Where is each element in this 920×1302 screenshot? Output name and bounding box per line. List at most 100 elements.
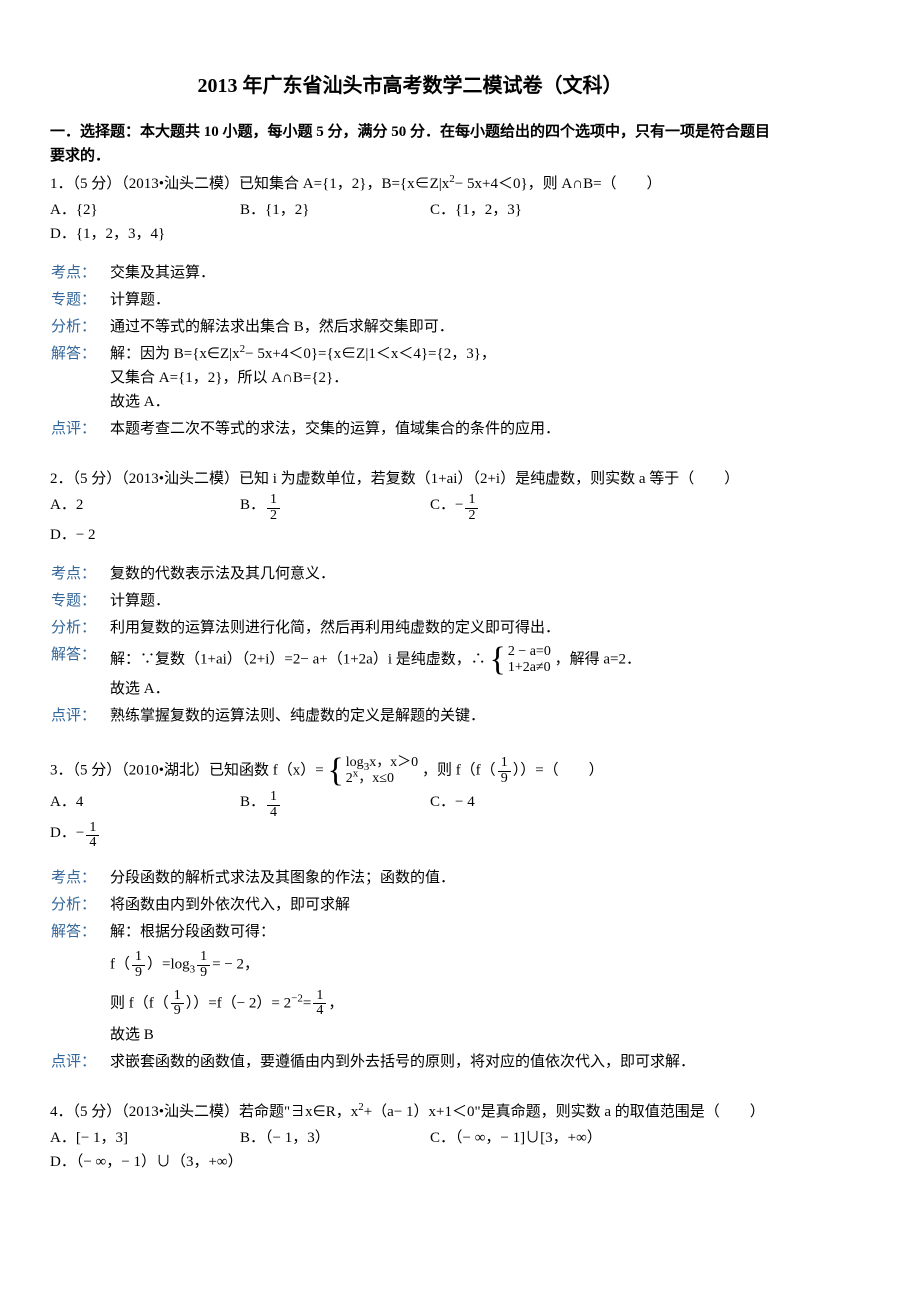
q2-jd1: 解：∵复数（1+ai）（2+i）=2− a+（1+2a）i 是纯虚数，∴ {2 … <box>110 643 641 677</box>
table-row: 专题：计算题． <box>50 588 642 615</box>
q1-jd-l: 解答： <box>50 341 109 416</box>
q3-optB-den: 4 <box>267 806 280 821</box>
q3-jd3-sup: −2 <box>291 992 303 1004</box>
q3-stem-fr-num: 1 <box>498 756 511 772</box>
q3-optD-frac: 14 <box>84 821 101 851</box>
q1-optC-text: C．{1，2，3} <box>430 198 522 222</box>
brace-icon: { <box>489 643 505 677</box>
q3-jd3-mid1: ））=f（− 2）= 2 <box>186 995 291 1011</box>
q2-dp: 熟练掌握复数的运算法则、纯虚数的定义是解题的关键． <box>109 703 642 730</box>
q3-jd3-pre: 则 f（f（ <box>110 995 169 1011</box>
q4-stem: 4．（5 分）（2013•汕头二模）若命题"∃x∈R，x2+（a− 1）x+1＜… <box>50 1100 770 1124</box>
q3-jd3-fr2: 14 <box>311 989 328 1019</box>
q3-stem-pre: 3．（5 分）（2010•湖北）已知函数 f（x）= <box>50 763 324 779</box>
q2-optA-text: A．2 <box>50 493 83 517</box>
q3-jd2-fr2-den: 9 <box>197 966 210 981</box>
q3-optB-num: 1 <box>267 790 280 806</box>
q4-optD: D．（− ∞，− 1）∪（3，+∞） <box>50 1150 243 1174</box>
q2-optC-den: 2 <box>465 509 478 524</box>
q2-optC-neg: − <box>455 493 463 517</box>
page-title: 2013 年广东省汕头市高考数学二模试卷（文科） <box>50 70 770 102</box>
q3-optD-den: 4 <box>86 836 99 851</box>
q3-optB-frac: 14 <box>265 790 282 820</box>
q3-jd: 解：根据分段函数可得： f（19）=log319= − 2， 则 f（f（19）… <box>109 919 696 1049</box>
table-row: 点评：熟练掌握复数的运算法则、纯虚数的定义是解题的关键． <box>50 703 642 730</box>
q3-jd3-fr1-den: 9 <box>171 1004 184 1019</box>
q2-solution: 考点：复数的代数表示法及其几何意义． 专题：计算题． 分析：利用复数的运算法则进… <box>50 561 642 730</box>
q3-jd2-fr2-num: 1 <box>197 950 210 966</box>
q3-jd2-fr1-num: 1 <box>132 950 145 966</box>
q3-optA: A．4 <box>50 790 240 820</box>
q2-optC-frac: 12 <box>463 493 480 523</box>
q3-optD-l: D． <box>50 821 76 845</box>
q3-solution: 考点：分段函数的解析式求法及其图象的作法；函数的值． 分析：将函数由内到外依次代… <box>50 865 696 1076</box>
q3-jd3-mid2: = <box>303 995 311 1011</box>
q1-solution: 考点：交集及其运算． 专题：计算题． 分析：通过不等式的解法求出集合 B，然后求… <box>50 260 561 443</box>
table-row: 点评：求嵌套函数的函数值，要遵循由内到外去括号的原则，将对应的值依次代入，即可求… <box>50 1049 696 1076</box>
q1-optB: B．{1，2} <box>240 198 430 222</box>
q2-fx-l: 分析： <box>50 615 109 642</box>
q3-stem-brace: { log3x，x＞0 2x，x≤0 <box>327 754 418 788</box>
table-row: 考点：分段函数的解析式求法及其图象的作法；函数的值． <box>50 865 696 892</box>
q3-jd2-fr2: 19 <box>195 950 212 980</box>
q3-optC: C．− 4 <box>430 790 620 820</box>
q1-optD-text: D．{1，2，3，4} <box>50 222 165 246</box>
q3-stem-frac: 19 <box>496 756 513 786</box>
q3-options: A．4 B．14 C．− 4 D．−14 <box>50 790 770 851</box>
section-heading: 一．选择题：本大题共 10 小题，每小题 5 分，满分 50 分．在每小题给出的… <box>50 120 770 168</box>
q2-fx: 利用复数的运算法则进行化简，然后再利用纯虚数的定义即可得出． <box>109 615 642 642</box>
q1-optA-text: A．{2} <box>50 198 98 222</box>
q4-options: A．[− 1，3] B．（− 1，3） C．（− ∞，− 1]∪[3，+∞） D… <box>50 1126 770 1174</box>
q3-stem-fr-den: 9 <box>498 772 511 787</box>
q2-optA: A．2 <box>50 493 240 523</box>
q3-fx: 将函数由内到外依次代入，即可求解 <box>109 892 696 919</box>
q3-kd: 分段函数的解析式求法及其图象的作法；函数的值． <box>109 865 696 892</box>
q2-optB-den: 2 <box>267 509 280 524</box>
q4-optB: B．（− 1，3） <box>240 1126 430 1150</box>
q3-jd2: f（19）=log319= − 2， <box>110 950 695 980</box>
q1-jd3: 故选 A． <box>110 390 560 414</box>
q3-jd3: 则 f（f（19））=f（− 2）= 2−2=14， <box>110 989 695 1019</box>
q3-jd2-fr1-den: 9 <box>132 966 145 981</box>
q2-jd1-post: ，解得 a=2． <box>555 652 641 668</box>
table-row: 分析：将函数由内到外依次代入，即可求解 <box>50 892 696 919</box>
q1-stem: 1．（5 分）（2013•汕头二模）已知集合 A={1，2}，B={x∈Z|x2… <box>50 172 770 196</box>
q1-optB-text: B．{1，2} <box>240 198 309 222</box>
q2-optB-l: B． <box>240 493 265 517</box>
q4-optA-text: A．[− 1，3] <box>50 1126 128 1150</box>
q3-optD: D．−14 <box>50 821 240 851</box>
q3-jd2-mid1: ）=log <box>147 957 190 973</box>
q3-jd3-post: ， <box>328 995 343 1011</box>
q3-optB-l: B． <box>240 790 265 814</box>
q1-fx: 通过不等式的解法求出集合 B，然后求解交集即可． <box>109 314 561 341</box>
q1-dp-l: 点评： <box>50 416 109 443</box>
q2-optB: B．12 <box>240 493 430 523</box>
q3-b2-pre: 2 <box>346 771 353 786</box>
q1-optD: D．{1，2，3，4} <box>50 222 240 246</box>
q2-jd1-b1: 2 − a=0 <box>508 644 551 660</box>
q3-optA-text: A．4 <box>50 790 83 814</box>
q4-optD-text: D．（− ∞，− 1）∪（3，+∞） <box>50 1150 243 1174</box>
table-row: 解答： 解：因为 B={x∈Z|x2− 5x+4＜0}={x∈Z|1＜x＜4}=… <box>50 341 561 416</box>
q1-jd1-a: 解：因为 B={x∈Z|x <box>110 346 240 362</box>
q3-optD-neg: − <box>76 821 84 845</box>
q1-jd1: 解：因为 B={x∈Z|x2− 5x+4＜0}={x∈Z|1＜x＜4}={2，3… <box>110 342 560 366</box>
q3-jd2-pre: f（ <box>110 957 130 973</box>
table-row: 点评：本题考查二次不等式的求法，交集的运算，值域集合的条件的应用． <box>50 416 561 443</box>
q4-stem-pre: 4．（5 分）（2013•汕头二模）若命题"∃x∈R，x <box>50 1104 358 1120</box>
q4-optB-text: B．（− 1，3） <box>240 1126 330 1150</box>
q2-optB-frac: 12 <box>265 493 282 523</box>
q3-optD-num: 1 <box>86 821 99 837</box>
q3-jd3-fr1: 19 <box>169 989 186 1019</box>
q2-optC-l: C． <box>430 493 455 517</box>
q2-zt-l: 专题： <box>50 588 109 615</box>
q3-kd-l: 考点： <box>50 865 109 892</box>
q3-jd3-fr2-den: 4 <box>313 1004 326 1019</box>
q4-optC-text: C．（− ∞，− 1]∪[3，+∞） <box>430 1126 602 1150</box>
q1-text-b: − 5x+4＜0}，则 A∩B=（ ） <box>455 176 662 192</box>
q1-text-a: 1．（5 分）（2013•汕头二模）已知集合 A={1，2}，B={x∈Z|x <box>50 176 449 192</box>
q3-jd2-post: = − 2， <box>212 957 259 973</box>
q2-dp-l: 点评： <box>50 703 109 730</box>
q3-jd3-fr1-num: 1 <box>171 989 184 1005</box>
q1-optA: A．{2} <box>50 198 240 222</box>
